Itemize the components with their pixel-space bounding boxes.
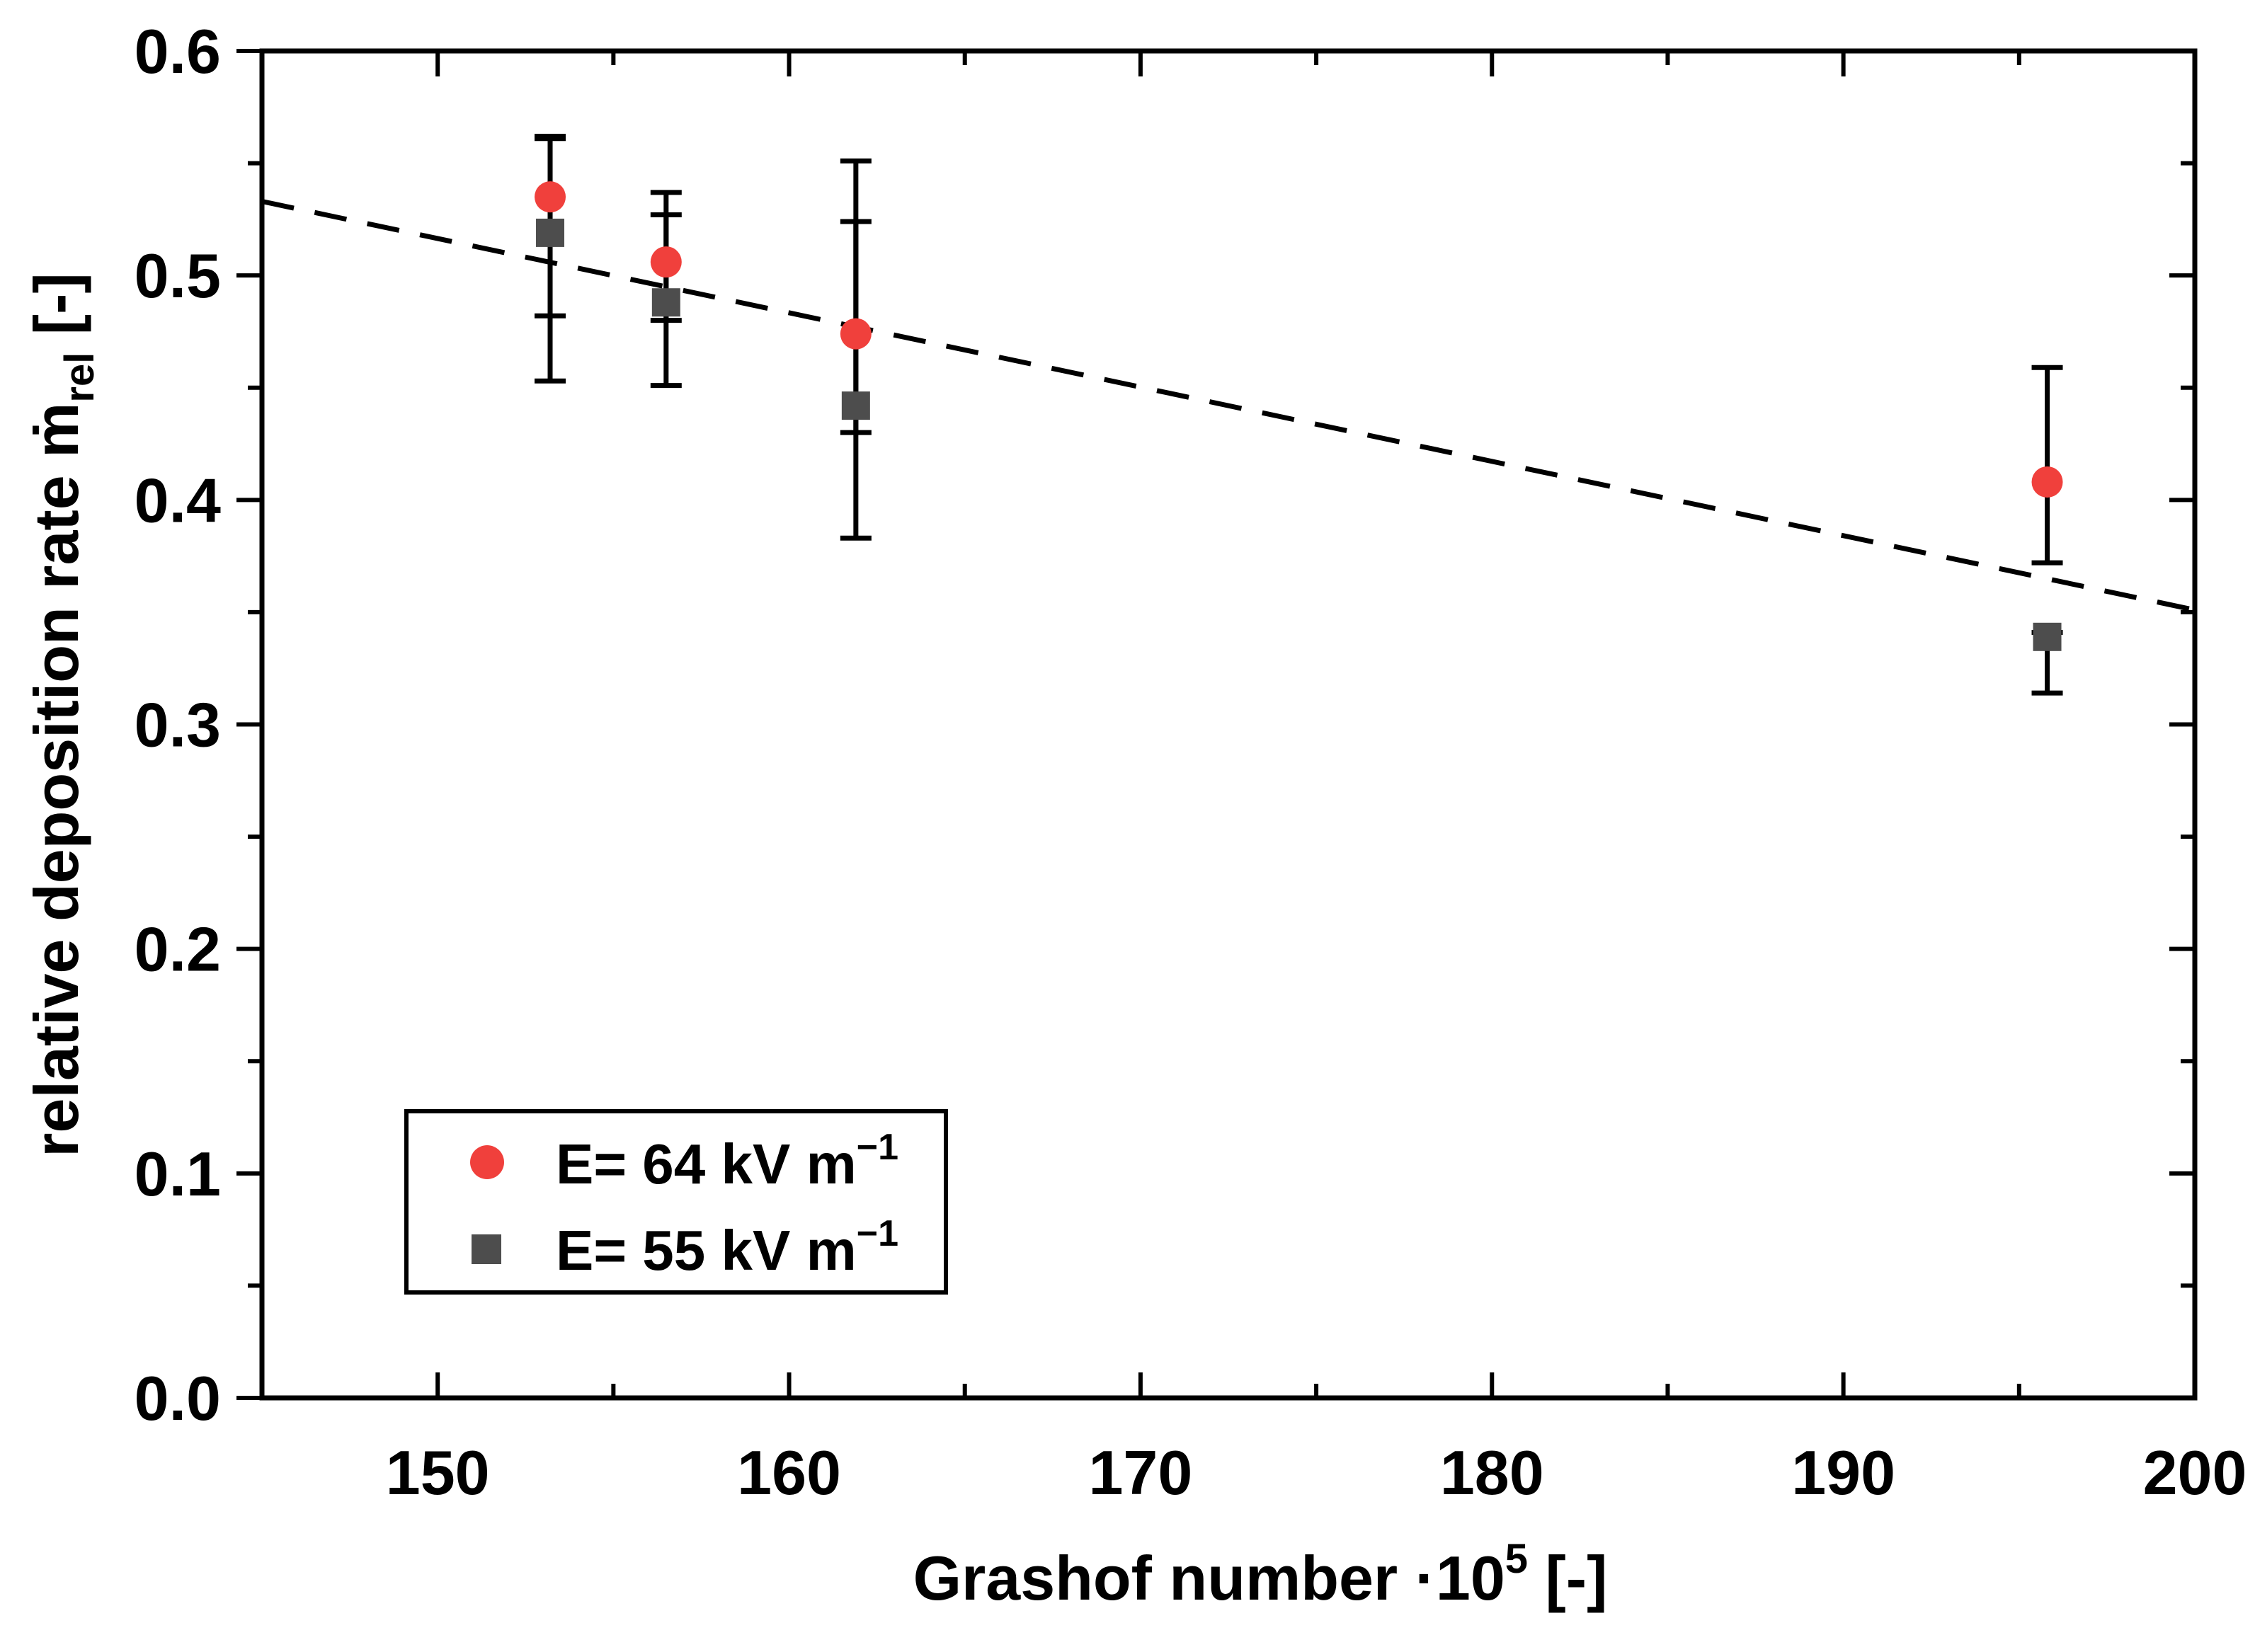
x-tick-labels: 150 160 170 180 190 200 (386, 1438, 2247, 1508)
data-point-e64 (535, 181, 566, 213)
x-axis-title: Grashof number ·105 [-] (913, 1536, 1608, 1613)
y-tick-label: 0.0 (135, 1363, 221, 1433)
x-tick-label: 200 (2143, 1438, 2247, 1508)
x-tick-label: 160 (737, 1438, 841, 1508)
y-tick-label: 0.2 (135, 914, 221, 985)
data-point-e64 (650, 246, 682, 278)
y-tick-label: 0.3 (135, 690, 221, 760)
legend-marker-circle (470, 1145, 504, 1179)
fit-line-group (261, 199, 2196, 613)
y-axis-title-tail: [-] (21, 273, 91, 352)
x-tick-label: 170 (1088, 1438, 1192, 1508)
x-axis-title-tail: [-] (1528, 1543, 1607, 1613)
data-point-e55 (841, 391, 870, 420)
data-point-e55 (651, 288, 680, 317)
x-axis-title-exponent: 5 (1505, 1536, 1528, 1582)
data-point-e64 (840, 318, 872, 350)
legend-marker-square (472, 1234, 501, 1264)
y-tick-label: 0.5 (135, 241, 221, 311)
fit-line (261, 199, 2196, 613)
data-point-e55 (2033, 622, 2062, 651)
data-points-group (535, 181, 2063, 651)
y-tick-labels: 0.0 0.1 0.2 0.3 0.4 0.5 0.6 (135, 16, 221, 1433)
y-axis-title-symbol: ṁ (21, 403, 91, 458)
legend-label-64kv-exponent: −1 (857, 1127, 898, 1168)
data-point-e55 (536, 218, 565, 247)
legend-label-64kv: E= 64 kV m−1 (556, 1127, 898, 1195)
x-axis-title-main: Grashof number ·10 (913, 1543, 1505, 1613)
legend: E= 64 kV m−1 E= 55 kV m−1 (404, 1109, 948, 1295)
x-tick-label: 190 (1791, 1438, 1895, 1508)
y-axis-title-subscript: rel (57, 352, 103, 403)
legend-label-55kv-exponent: −1 (857, 1213, 898, 1254)
y-tick-label: 0.4 (135, 465, 221, 535)
legend-label-64kv-main: E= 64 kV m (556, 1132, 857, 1195)
legend-label-55kv-main: E= 55 kV m (556, 1219, 857, 1282)
y-axis-title-main: relative deposition rate (21, 458, 91, 1157)
data-point-e64 (2031, 466, 2063, 498)
legend-label-55kv: E= 55 kV m−1 (556, 1213, 898, 1282)
y-tick-label: 0.6 (135, 16, 221, 86)
y-axis-title: relative deposition rate ṁrel [-] (21, 273, 103, 1157)
x-tick-label: 180 (1440, 1438, 1544, 1508)
x-tick-label: 150 (386, 1438, 490, 1508)
y-tick-label: 0.1 (135, 1139, 221, 1209)
plot-frame (259, 48, 2198, 1401)
